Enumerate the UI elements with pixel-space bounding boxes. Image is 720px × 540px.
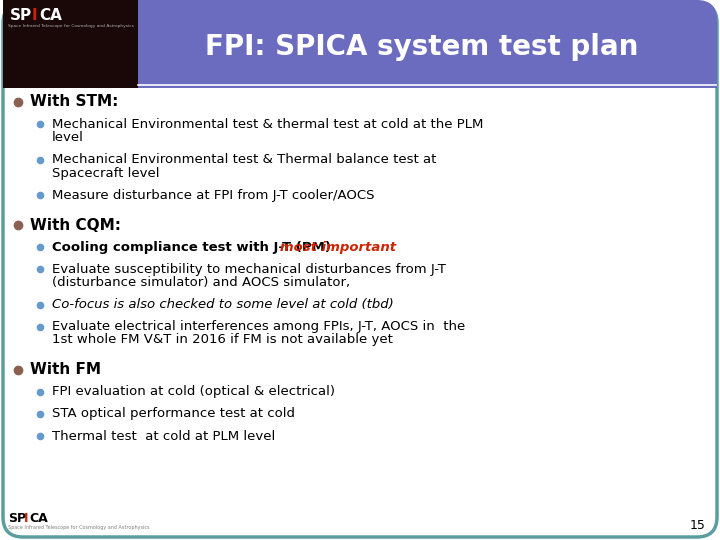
Text: Evaluate susceptibility to mechanical disturbances from J-T: Evaluate susceptibility to mechanical di… bbox=[52, 262, 446, 275]
Text: Spacecraft level: Spacecraft level bbox=[52, 166, 160, 179]
FancyBboxPatch shape bbox=[3, 3, 717, 537]
Text: most important: most important bbox=[266, 240, 396, 253]
Text: FPI evaluation at cold (optical & electrical): FPI evaluation at cold (optical & electr… bbox=[52, 386, 335, 399]
Text: level: level bbox=[52, 131, 84, 144]
Text: Mechanical Environmental test & Thermal balance test at: Mechanical Environmental test & Thermal … bbox=[52, 153, 436, 166]
Text: Space Infrared Telescope for Cosmology and Astrophysics: Space Infrared Telescope for Cosmology a… bbox=[8, 524, 150, 530]
Text: I: I bbox=[32, 9, 37, 24]
Text: CA: CA bbox=[29, 511, 48, 524]
Text: Measure disturbance at FPI from J-T cooler/AOCS: Measure disturbance at FPI from J-T cool… bbox=[52, 188, 374, 201]
Text: 15: 15 bbox=[690, 519, 706, 532]
Text: 1st whole FM V&T in 2016 if FM is not available yet: 1st whole FM V&T in 2016 if FM is not av… bbox=[52, 334, 393, 347]
Text: I: I bbox=[24, 511, 29, 524]
Text: Cooling compliance test with J-T (PM): Cooling compliance test with J-T (PM) bbox=[52, 240, 331, 253]
Bar bbox=[3, 0, 138, 35]
Text: Thermal test  at cold at PLM level: Thermal test at cold at PLM level bbox=[52, 429, 275, 442]
FancyBboxPatch shape bbox=[3, 0, 717, 88]
Bar bbox=[3, 58, 717, 88]
Text: Mechanical Environmental test & thermal test at cold at the PLM: Mechanical Environmental test & thermal … bbox=[52, 118, 483, 131]
Text: With FM: With FM bbox=[30, 362, 101, 377]
Text: Space Infrared Telescope for Cosmology and Astrophysics: Space Infrared Telescope for Cosmology a… bbox=[8, 24, 134, 28]
Text: FPI: SPICA system test plan: FPI: SPICA system test plan bbox=[205, 33, 639, 61]
Text: With STM:: With STM: bbox=[30, 94, 118, 110]
Bar bbox=[3, 0, 138, 88]
Text: SP: SP bbox=[10, 9, 32, 24]
Text: CA: CA bbox=[39, 9, 62, 24]
Text: SP: SP bbox=[8, 511, 26, 524]
Text: Co-focus is also checked to some level at cold (tbd): Co-focus is also checked to some level a… bbox=[52, 298, 394, 311]
Text: With CQM:: With CQM: bbox=[30, 218, 121, 233]
Text: STA optical performance test at cold: STA optical performance test at cold bbox=[52, 408, 295, 421]
Text: (disturbance simulator) and AOCS simulator,: (disturbance simulator) and AOCS simulat… bbox=[52, 276, 350, 289]
Text: Evaluate electrical interferences among FPIs, J-T, AOCS in  the: Evaluate electrical interferences among … bbox=[52, 320, 465, 333]
